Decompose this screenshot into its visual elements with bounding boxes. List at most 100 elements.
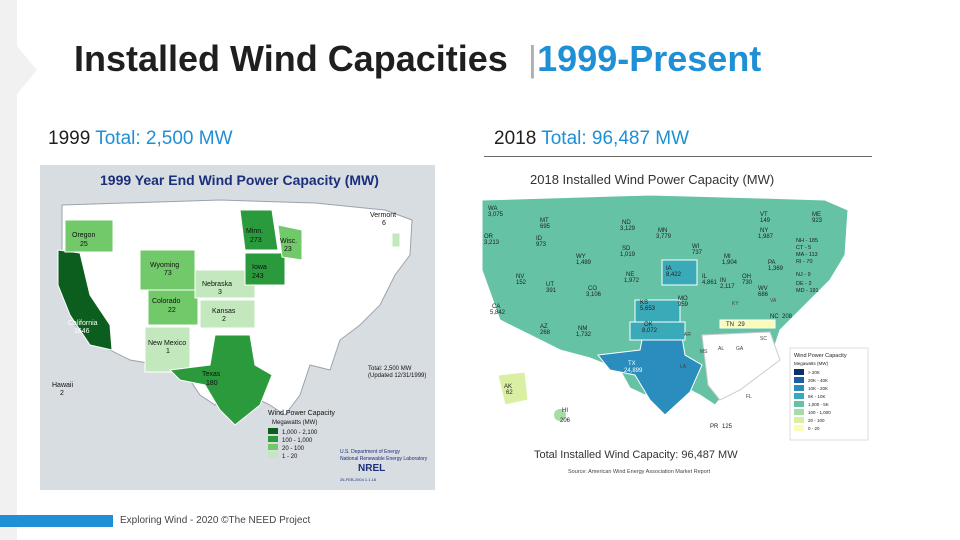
svg-text:MO: MO <box>678 296 688 302</box>
svg-text:VT: VT <box>760 212 768 218</box>
svg-text:> 20K: > 20K <box>808 370 820 375</box>
legend-2018: Wind Power Capacity Megawatts (MW) > 20K… <box>789 347 869 441</box>
state-hi-2018 <box>554 409 566 421</box>
svg-text:1,489: 1,489 <box>576 260 592 266</box>
svg-text:OR: OR <box>484 234 494 240</box>
svg-text:20 - 100: 20 - 100 <box>808 418 825 423</box>
svg-text:WI: WI <box>692 244 700 250</box>
svg-text:10K - 20K: 10K - 20K <box>808 386 828 391</box>
svg-text:SC: SC <box>760 336 767 342</box>
svg-text:73: 73 <box>164 270 172 277</box>
svg-text:25: 25 <box>80 241 88 248</box>
svg-text:AZ: AZ <box>540 324 548 330</box>
svg-text:NJ - 9: NJ - 9 <box>796 272 811 278</box>
svg-text:3,075: 3,075 <box>488 212 504 218</box>
svg-text:2: 2 <box>222 316 226 323</box>
svg-text:Kansas: Kansas <box>212 308 236 315</box>
svg-text:Wind Power Capacity: Wind Power Capacity <box>268 410 335 417</box>
svg-text:DE - 2: DE - 2 <box>796 281 812 287</box>
svg-text:973: 973 <box>536 242 547 248</box>
svg-text:152: 152 <box>516 280 527 286</box>
svg-text:206: 206 <box>560 418 571 424</box>
svg-text:WA: WA <box>488 206 497 212</box>
svg-text:IN: IN <box>720 278 726 284</box>
svg-text:GA: GA <box>736 346 744 352</box>
svg-text:8,422: 8,422 <box>666 272 682 278</box>
svg-text:5,842: 5,842 <box>490 310 506 316</box>
svg-text:U.S. Department of Energy: U.S. Department of Energy <box>340 449 401 455</box>
svg-text:KY: KY <box>732 301 739 307</box>
state-texas <box>168 334 273 426</box>
svg-text:ID: ID <box>536 236 543 242</box>
svg-text:MA - 113: MA - 113 <box>796 252 818 258</box>
svg-text:CA: CA <box>492 304 500 310</box>
subtitle-2018: 2018 Total: 96,487 MW <box>494 128 690 149</box>
state-colorado <box>147 289 199 326</box>
svg-text:WY: WY <box>576 254 586 260</box>
svg-text:Megawatts (MW): Megawatts (MW) <box>272 420 317 426</box>
state-oregon <box>64 219 114 253</box>
svg-text:1,019: 1,019 <box>620 252 636 258</box>
svg-text:730: 730 <box>742 280 753 286</box>
svg-text:Wyoming: Wyoming <box>150 262 179 269</box>
left-decor-strip <box>0 0 17 540</box>
map2018-title: 2018 Installed Wind Power Capacity (MW) <box>530 172 774 187</box>
svg-text:1,000 - 5K: 1,000 - 5K <box>808 402 829 407</box>
svg-text:California: California <box>68 320 98 327</box>
svg-text:MT: MT <box>540 218 549 224</box>
svg-text:NC: NC <box>770 314 779 320</box>
svg-text:391: 391 <box>546 288 557 294</box>
svg-text:125: 125 <box>722 424 733 430</box>
map-1999: 1999 Year End Wind Power Capacity (MW) O… <box>40 165 435 490</box>
svg-text:OH: OH <box>742 274 751 280</box>
svg-text:26-FEB-2004 1.1.18: 26-FEB-2004 1.1.18 <box>340 477 377 482</box>
svg-text:National Renewable Energy Labo: National Renewable Energy Laboratory <box>340 456 428 462</box>
svg-text:SD: SD <box>622 246 631 252</box>
svg-text:273: 273 <box>250 237 262 244</box>
svg-text:Megawatts (MW): Megawatts (MW) <box>794 361 829 366</box>
svg-text:686: 686 <box>758 292 769 298</box>
svg-text:IL: IL <box>702 274 708 280</box>
map-1999-svg: 1999 Year End Wind Power Capacity (MW) O… <box>40 165 435 490</box>
state-vermont <box>391 232 401 248</box>
svg-text:737: 737 <box>692 250 703 256</box>
svg-text:149: 149 <box>760 218 771 224</box>
svg-text:29: 29 <box>738 322 745 328</box>
total-box-1999: Total: 2,500 MW (Updated 12/31/1999) <box>368 366 426 379</box>
svg-text:1,972: 1,972 <box>624 278 640 284</box>
svg-text:IA: IA <box>666 266 672 272</box>
map-2018: 2018 Installed Wind Power Capacity (MW) … <box>470 160 880 485</box>
svg-text:Vermont: Vermont <box>370 212 396 219</box>
svg-text:NH - 185: NH - 185 <box>796 238 818 244</box>
legend-1999: Wind Power Capacity Megawatts (MW) 1,000… <box>268 410 335 460</box>
svg-text:LA: LA <box>680 364 687 370</box>
svg-text:5K - 10K: 5K - 10K <box>808 394 826 399</box>
state-iowa <box>244 252 286 286</box>
svg-text:Wisc.: Wisc. <box>280 238 297 245</box>
svg-text:NV: NV <box>516 274 524 280</box>
svg-text:4,861: 4,861 <box>702 280 718 286</box>
svg-text:3,779: 3,779 <box>656 234 672 240</box>
svg-text:Nebraska: Nebraska <box>202 281 232 288</box>
nrel-logo: NREL <box>358 463 385 474</box>
svg-text:2: 2 <box>60 390 64 397</box>
total-2018: Total Installed Wind Capacity: 96,487 MW <box>534 449 738 461</box>
svg-text:NE: NE <box>626 272 634 278</box>
svg-text:MS: MS <box>700 349 708 355</box>
subtitle-1999: 1999 Total: 2,500 MW <box>48 128 233 149</box>
svg-text:Minn.: Minn. <box>246 228 263 235</box>
state-new-mexico <box>144 326 191 373</box>
svg-text:Oregon: Oregon <box>72 232 95 239</box>
svg-text:MI: MI <box>724 254 731 260</box>
svg-text:HI: HI <box>562 408 568 414</box>
state-minnesota <box>239 209 279 251</box>
state-california <box>57 249 113 351</box>
southeast-region <box>701 331 781 401</box>
svg-text:208: 208 <box>782 314 793 320</box>
svg-text:AL: AL <box>718 346 724 352</box>
svg-text:1: 1 <box>166 348 170 355</box>
svg-text:PR: PR <box>710 424 719 430</box>
svg-text:6: 6 <box>382 220 386 227</box>
svg-text:8,072: 8,072 <box>642 328 658 334</box>
svg-text:1,987: 1,987 <box>758 234 774 240</box>
